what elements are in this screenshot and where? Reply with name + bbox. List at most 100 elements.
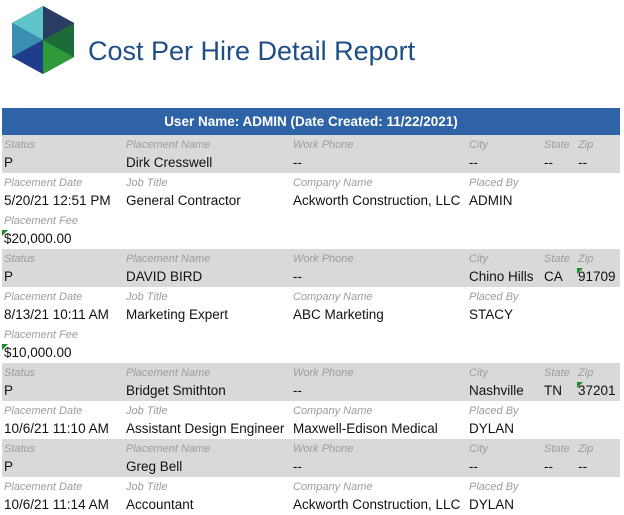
placement-records: Status Placement Name Work Phone City St… <box>2 135 620 515</box>
company-name-label: Company Name <box>293 405 373 417</box>
city-value: -- <box>469 155 478 170</box>
job-title-value: General Contractor <box>126 193 241 208</box>
state-value: TN <box>544 383 562 398</box>
status-value: P <box>4 459 14 474</box>
placement-name-label: Placement Name <box>126 443 211 455</box>
record-detail-values: 10/6/21 11:14 AM Accountant Ackworth Con… <box>2 496 620 515</box>
company-name-value: Ackworth Construction, LLC <box>293 497 461 512</box>
record-header-values: P Bridget Smithton -- Nashville TN 37201 <box>2 382 620 401</box>
state-label: State <box>544 367 570 379</box>
placement-name-value: DAVID BIRD <box>126 269 203 284</box>
record-header-labels: Status Placement Name Work Phone City St… <box>2 363 620 382</box>
placement-date-label: Placement Date <box>4 405 83 417</box>
placed-by-label: Placed By <box>469 481 519 493</box>
record-header-labels: Status Placement Name Work Phone City St… <box>2 249 620 268</box>
work-phone-label: Work Phone <box>293 443 354 455</box>
city-label: City <box>469 367 488 379</box>
state-value: -- <box>544 459 553 474</box>
status-label: Status <box>4 253 36 265</box>
cell-flag-icon <box>577 268 583 274</box>
placed-by-value: DYLAN <box>469 421 515 436</box>
job-title-label: Job Title <box>126 177 168 189</box>
work-phone-value: -- <box>293 459 302 474</box>
work-phone-value: -- <box>293 269 302 284</box>
zip-value: -- <box>578 459 587 474</box>
user-info-bar: User Name: ADMIN (Date Created: 11/22/20… <box>2 108 620 135</box>
company-name-label: Company Name <box>293 291 373 303</box>
placement-fee-value: $10,000.00 <box>4 345 72 360</box>
record-fee-value-row: $10,000.00 <box>2 344 620 363</box>
report-header: Cost Per Hire Detail Report <box>0 0 624 106</box>
state-label: State <box>544 253 570 265</box>
company-name-value: Maxwell-Edison Medical <box>293 421 438 436</box>
zip-value: 37201 <box>578 383 616 398</box>
status-label: Status <box>4 367 36 379</box>
placement-date-value: 10/6/21 11:10 AM <box>4 421 109 436</box>
zip-label: Zip <box>578 139 594 151</box>
zip-value: -- <box>578 155 587 170</box>
placement-name-value: Greg Bell <box>126 459 183 474</box>
company-name-label: Company Name <box>293 481 373 493</box>
placement-date-value: 10/6/21 11:14 AM <box>4 497 109 512</box>
status-label: Status <box>4 139 36 151</box>
record-fee-label-row: Placement Fee <box>2 211 620 230</box>
record-detail-labels: Placement Date Job Title Company Name Pl… <box>2 173 620 192</box>
cell-flag-icon <box>2 230 8 236</box>
record-header-values: P Dirk Cresswell -- -- -- -- <box>2 154 620 173</box>
placement-date-value: 5/20/21 12:51 PM <box>4 193 111 208</box>
placement-name-label: Placement Name <box>126 139 211 151</box>
work-phone-label: Work Phone <box>293 367 354 379</box>
zip-value: 91709 <box>578 269 616 284</box>
job-title-label: Job Title <box>126 291 168 303</box>
placed-by-value: STACY <box>469 307 514 322</box>
city-label: City <box>469 139 488 151</box>
zip-label: Zip <box>578 253 594 265</box>
placed-by-label: Placed By <box>469 405 519 417</box>
zip-label: Zip <box>578 443 594 455</box>
status-label: Status <box>4 443 36 455</box>
zip-label: Zip <box>578 367 594 379</box>
city-value: Nashville <box>469 383 524 398</box>
work-phone-value: -- <box>293 155 302 170</box>
city-label: City <box>469 253 488 265</box>
placement-date-label: Placement Date <box>4 291 83 303</box>
record-header-values: P Greg Bell -- -- -- -- <box>2 458 620 477</box>
status-value: P <box>4 155 14 170</box>
placement-fee-label: Placement Fee <box>4 215 78 227</box>
placement-fee-value: $20,000.00 <box>4 231 72 246</box>
status-value: P <box>4 383 14 398</box>
placement-date-label: Placement Date <box>4 177 83 189</box>
job-title-value: Assistant Design Engineer <box>126 421 285 436</box>
record-detail-values: 5/20/21 12:51 PM General Contractor Ackw… <box>2 192 620 211</box>
status-value: P <box>4 269 14 284</box>
record-fee-label-row: Placement Fee <box>2 325 620 344</box>
record-fee-value-row: $20,000.00 <box>2 230 620 249</box>
placement-name-value: Dirk Cresswell <box>126 155 213 170</box>
record-header-labels: Status Placement Name Work Phone City St… <box>2 439 620 458</box>
placement-date-label: Placement Date <box>4 481 83 493</box>
work-phone-label: Work Phone <box>293 139 354 151</box>
company-name-value: ABC Marketing <box>293 307 384 322</box>
job-title-value: Marketing Expert <box>126 307 229 322</box>
city-value: -- <box>469 459 478 474</box>
job-title-label: Job Title <box>126 481 168 493</box>
cell-flag-icon <box>577 382 583 388</box>
record-detail-labels: Placement Date Job Title Company Name Pl… <box>2 287 620 306</box>
company-logo-icon <box>12 6 74 74</box>
placed-by-label: Placed By <box>469 291 519 303</box>
record-detail-labels: Placement Date Job Title Company Name Pl… <box>2 401 620 420</box>
record-header-labels: Status Placement Name Work Phone City St… <box>2 135 620 154</box>
state-label: State <box>544 443 570 455</box>
record-detail-labels: Placement Date Job Title Company Name Pl… <box>2 477 620 496</box>
state-label: State <box>544 139 570 151</box>
work-phone-label: Work Phone <box>293 253 354 265</box>
placed-by-value: DYLAN <box>469 497 515 512</box>
placed-by-value: ADMIN <box>469 193 513 208</box>
cell-flag-icon <box>2 344 8 350</box>
placed-by-label: Placed By <box>469 177 519 189</box>
company-name-value: Ackworth Construction, LLC <box>293 193 461 208</box>
placement-name-label: Placement Name <box>126 253 211 265</box>
report-title: Cost Per Hire Detail Report <box>88 36 416 66</box>
job-title-label: Job Title <box>126 405 168 417</box>
placement-name-value: Bridget Smithton <box>126 383 226 398</box>
